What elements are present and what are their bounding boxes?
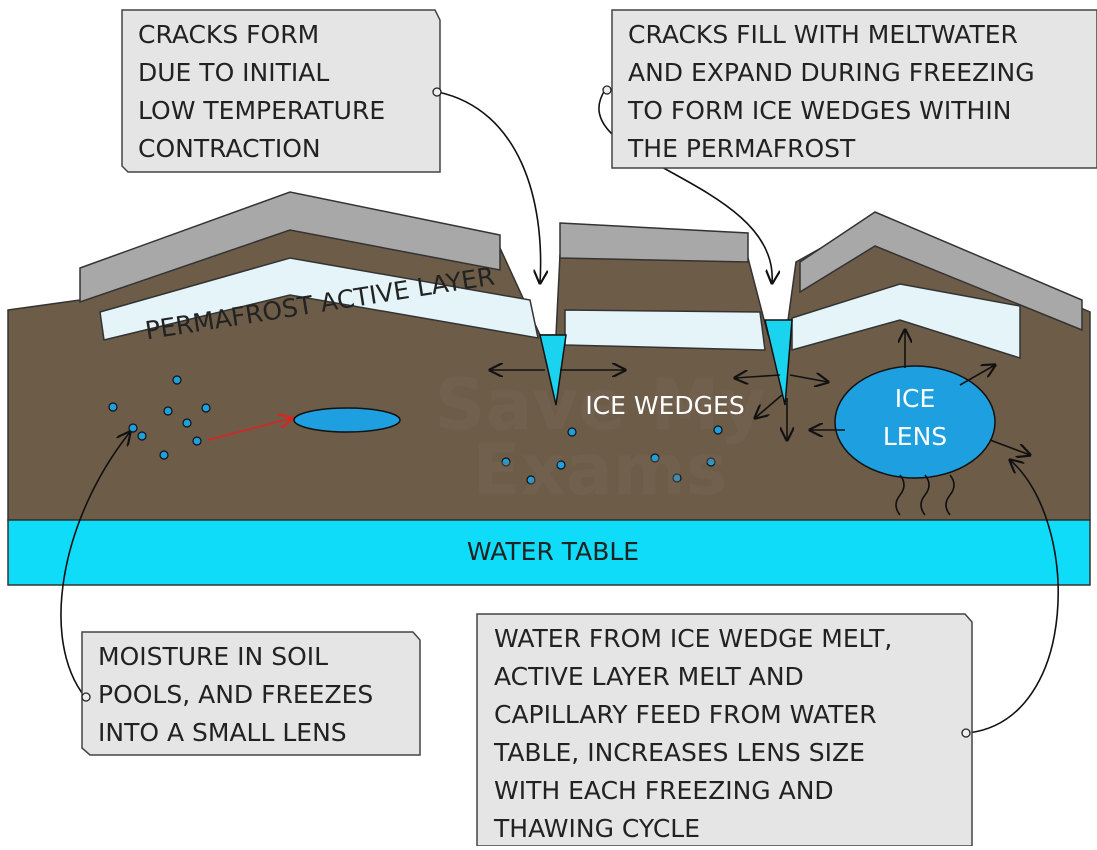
callout-line: DUE TO INITIAL — [138, 58, 329, 87]
callout-line: THE PERMAFROST — [627, 134, 856, 163]
callout-line: WITH EACH FREEZING AND — [494, 776, 834, 805]
callout-line: CONTRACTION — [138, 134, 321, 163]
callout-line: CAPILLARY FEED FROM WATER — [494, 700, 877, 729]
ice-lens-label: ICE — [895, 384, 936, 413]
callout-line: CRACKS FILL WITH MELTWATER — [628, 20, 1018, 49]
water-table-label: WATER TABLE — [467, 537, 639, 566]
watermark: Exams — [473, 429, 728, 511]
callout-line: TABLE, INCREASES LENS SIZE — [493, 738, 865, 767]
ice-wedges-label: ICE WEDGES — [585, 391, 744, 420]
callout-line: INTO A SMALL LENS — [98, 718, 347, 747]
active-layer — [565, 310, 765, 350]
callout-line: TO FORM ICE WEDGES WITHIN — [627, 96, 1011, 125]
small-lens — [294, 408, 400, 432]
callout-line: AND EXPAND DURING FREEZING — [628, 58, 1035, 87]
callout-line: POOLS, AND FREEZES — [98, 680, 373, 709]
callout-line: THAWING CYCLE — [493, 814, 700, 843]
callout-line: LOW TEMPERATURE — [138, 96, 385, 125]
callout-line: ACTIVE LAYER MELT AND — [494, 662, 804, 691]
callout-line: WATER FROM ICE WEDGE MELT, — [494, 624, 892, 653]
ice-lens-label: LENS — [883, 422, 947, 451]
callout-line: MOISTURE IN SOIL — [98, 642, 328, 671]
surface-block — [560, 223, 748, 262]
callout-line: CRACKS FORM — [138, 20, 319, 49]
diagram: Save My Exams PERMAFROST ACTIVE LAYER IC… — [0, 0, 1097, 846]
